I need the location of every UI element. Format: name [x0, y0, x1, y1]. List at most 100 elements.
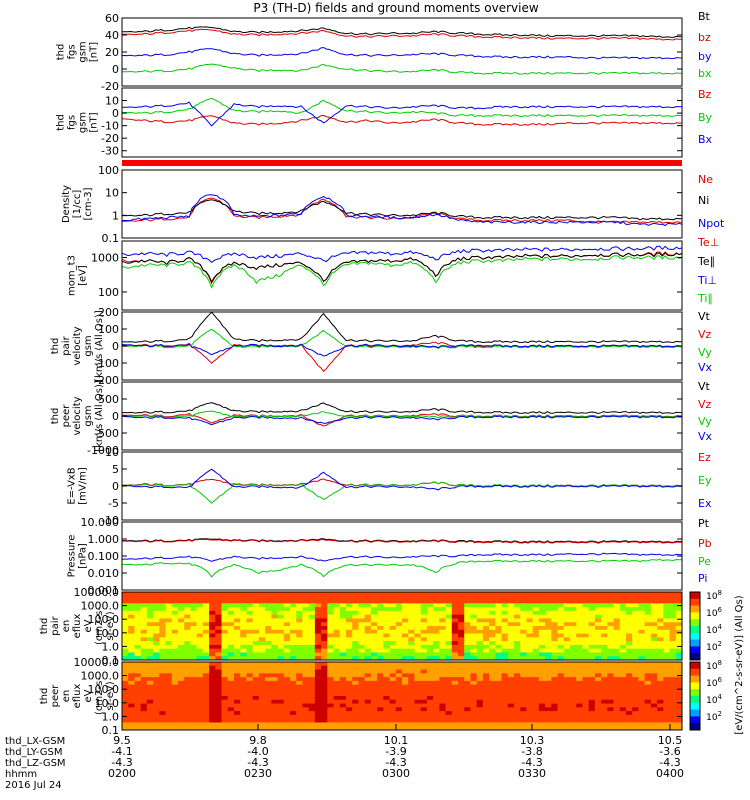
heatmap-cell: [321, 656, 328, 661]
heatmap-cell: [234, 622, 241, 627]
heatmap-cell: [420, 703, 428, 708]
heatmap-cell: [202, 692, 210, 697]
heatmap-cell: [146, 592, 154, 597]
heatmap-cell: [128, 595, 135, 600]
heatmap-cell: [339, 722, 347, 727]
heatmap-cell: [588, 692, 596, 697]
heatmap-cell: [464, 633, 471, 638]
heatmap-cell: [265, 603, 272, 608]
heatmap-cell: [234, 726, 241, 731]
heatmap-cell: [526, 629, 534, 634]
heatmap-cell: [146, 637, 154, 642]
heatmap-cell: [140, 699, 148, 704]
heatmap-cell: [638, 614, 646, 619]
heatmap-cell: [215, 644, 222, 650]
heatmap-cell: [526, 610, 534, 616]
heatmap-cell: [128, 699, 135, 704]
heatmap-cell: [588, 669, 596, 674]
heatmap-cell: [570, 633, 577, 638]
heatmap-cell: [445, 656, 453, 661]
heatmap-cell: [601, 673, 608, 678]
heatmap-cell: [507, 714, 515, 720]
heatmap-cell: [663, 696, 670, 701]
heatmap-cell: [551, 592, 558, 597]
heatmap-cell: [451, 707, 459, 712]
heatmap-cell: [283, 610, 291, 616]
heatmap-cell: [520, 696, 527, 701]
heatmap-cell: [178, 626, 185, 631]
heatmap-cell: [234, 692, 241, 697]
heatmap-cell: [209, 662, 216, 667]
heatmap-cell: [458, 603, 465, 608]
heatmap-cell: [377, 726, 384, 731]
panel-pressure: 10.0001.0000.1000.0100.001Pressure[nPa]P…: [67, 516, 712, 597]
heatmap-cell: [663, 703, 670, 708]
heatmap-cell: [190, 622, 198, 627]
heatmap-cell: [570, 610, 577, 616]
heatmap-cell: [271, 618, 278, 623]
colorbar-segment: [690, 605, 700, 613]
heatmap-cell: [482, 641, 490, 646]
heatmap-cell: [607, 656, 614, 661]
heatmap-cell: [240, 629, 247, 634]
heatmap-cell: [370, 641, 378, 646]
heatmap-cell: [545, 718, 552, 723]
heatmap-cell: [576, 637, 583, 642]
heatmap-cell: [526, 607, 534, 612]
heatmap-cell: [563, 699, 571, 704]
heatmap-cell: [290, 656, 297, 661]
heatmap-cell: [271, 703, 278, 708]
heatmap-cell: [190, 637, 198, 642]
heatmap-cell: [588, 696, 596, 701]
heatmap-cell: [489, 692, 496, 697]
heatmap-cell: [669, 633, 677, 638]
heatmap-cell: [178, 692, 185, 697]
heatmap-cell: [439, 618, 446, 623]
x-tick-label: 9.5: [113, 734, 131, 747]
heatmap-cell: [613, 648, 621, 653]
heatmap-cell: [476, 714, 484, 720]
heatmap-cell: [383, 703, 390, 708]
heatmap-cell: [215, 626, 222, 631]
heatmap-cell: [234, 633, 241, 638]
heatmap-cell: [246, 684, 254, 689]
heatmap-cell: [240, 618, 247, 623]
heatmap-cell: [171, 714, 179, 720]
heatmap-cell: [545, 680, 552, 686]
heatmap-cell: [433, 618, 440, 623]
heatmap-cell: [321, 626, 328, 631]
heatmap-cell: [389, 714, 397, 720]
heatmap-cell: [632, 652, 639, 657]
heatmap-cell: [389, 699, 397, 704]
heatmap-cell: [215, 618, 222, 623]
heatmap-cell: [364, 722, 372, 727]
heatmap-cell: [551, 699, 558, 704]
heatmap-cell: [246, 622, 254, 627]
heatmap-cell: [507, 652, 515, 657]
heatmap-cell: [358, 644, 366, 650]
heatmap-cell: [339, 699, 347, 704]
heatmap-cell: [570, 592, 577, 597]
heatmap-cell: [632, 610, 639, 616]
heatmap-cell: [445, 677, 453, 682]
heatmap-cell: [196, 633, 204, 638]
heatmap-cell: [507, 684, 515, 689]
heatmap-cell: [271, 692, 278, 697]
heatmap-cell: [495, 665, 502, 670]
heatmap-cell: [146, 707, 154, 712]
heatmap-cell: [202, 652, 210, 657]
heatmap-cell: [632, 711, 639, 716]
heatmap-cell: [296, 669, 303, 674]
heatmap-cell: [283, 626, 291, 631]
heatmap-cell: [601, 703, 608, 708]
heatmap-cell: [314, 633, 322, 638]
heatmap-cell: [364, 614, 372, 619]
heatmap-cell: [663, 692, 670, 697]
series-peer-velocity-Vt: [122, 402, 683, 415]
heatmap-cell: [153, 680, 160, 686]
heatmap-cell: [426, 603, 434, 608]
heatmap-cell: [476, 607, 484, 612]
heatmap-cell: [675, 707, 683, 712]
heatmap-cell: [551, 644, 558, 650]
heatmap-cell: [258, 726, 266, 731]
